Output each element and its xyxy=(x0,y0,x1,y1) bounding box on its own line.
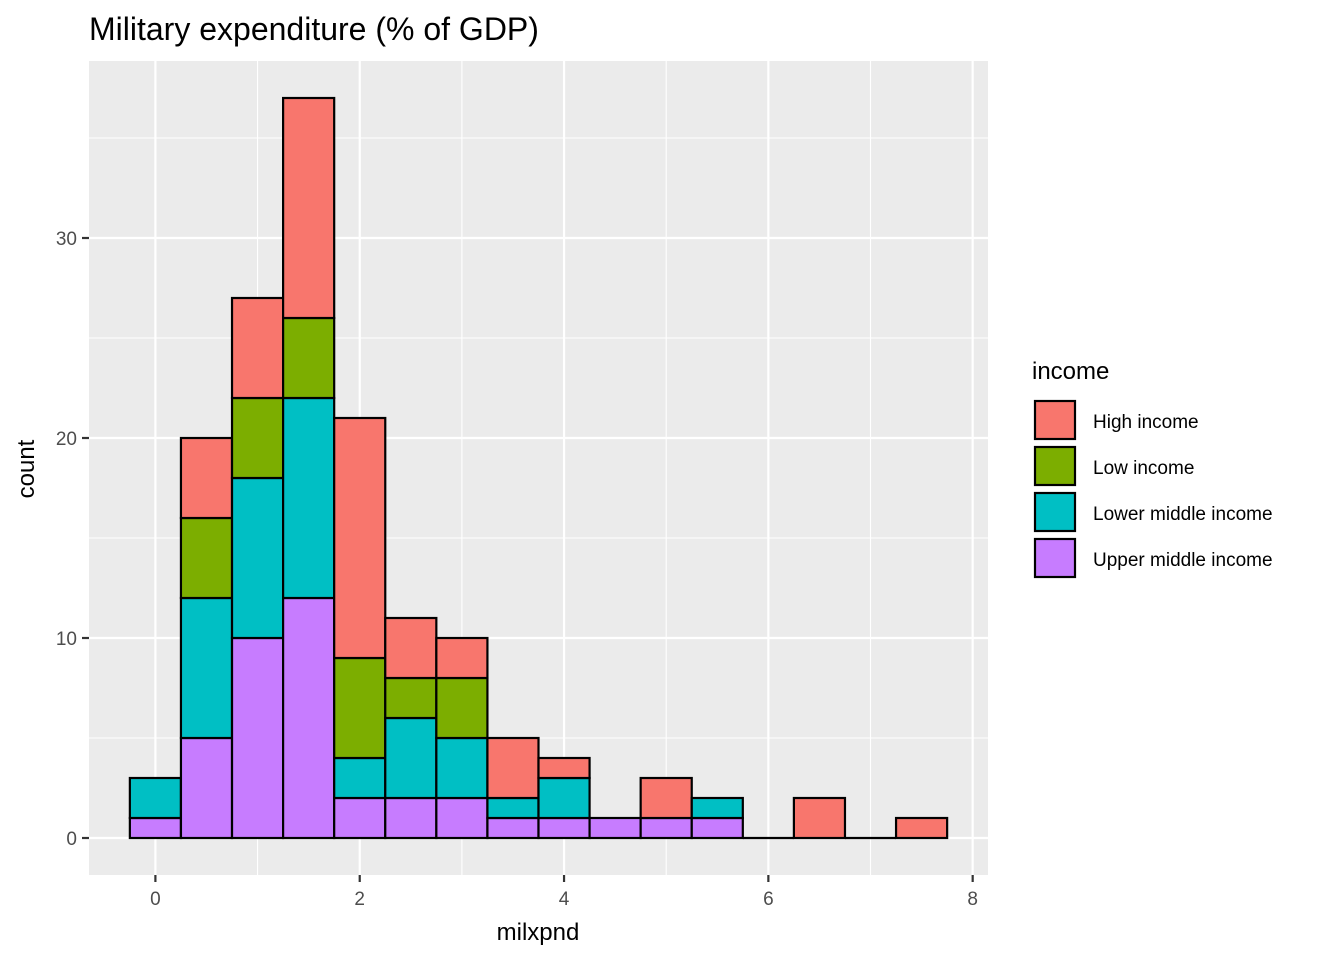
bar-low-income xyxy=(179,516,234,600)
bar-upper-middle-income xyxy=(435,796,489,840)
bar-low-income xyxy=(384,676,438,720)
bar-upper-middle-income xyxy=(333,796,387,840)
bar-lower-middle-income xyxy=(486,796,540,820)
bar-upper-middle-income xyxy=(588,816,642,840)
bar-upper-middle-income xyxy=(690,816,744,840)
bar-high-income xyxy=(894,816,949,840)
legend-label: High income xyxy=(1093,412,1199,433)
bar-high-income xyxy=(230,296,285,400)
legend-swatch xyxy=(1033,491,1077,533)
bar-lower-middle-income xyxy=(179,596,234,740)
y-tick-label: 0 xyxy=(66,829,77,850)
bar-high-income xyxy=(435,636,489,680)
x-tick-label: 2 xyxy=(354,889,365,910)
bar-lower-middle-income xyxy=(435,736,489,800)
bar-upper-middle-income xyxy=(639,816,693,840)
legend-label: Lower middle income xyxy=(1093,504,1273,525)
bar-high-income xyxy=(792,796,847,840)
legend-label: Upper middle income xyxy=(1093,550,1273,571)
bar-low-income xyxy=(282,316,336,400)
y-tick-label: 20 xyxy=(56,429,77,450)
bar-low-income xyxy=(333,656,387,760)
bar-low-income xyxy=(230,396,285,480)
bar-high-income xyxy=(282,96,336,320)
x-tick-label: 0 xyxy=(150,889,161,910)
bar-upper-middle-income xyxy=(230,636,285,840)
bar-lower-middle-income xyxy=(230,476,285,640)
bar-lower-middle-income xyxy=(128,776,183,820)
bar-high-income xyxy=(333,416,387,660)
bar-lower-middle-income xyxy=(384,716,438,800)
legend-swatch xyxy=(1033,537,1077,579)
legend-label: Low income xyxy=(1093,458,1194,479)
bar-low-income xyxy=(435,676,489,740)
legend-swatch xyxy=(1033,399,1077,441)
bar-lower-middle-income xyxy=(690,796,744,820)
bar-upper-middle-income xyxy=(282,596,336,840)
bar-lower-middle-income xyxy=(537,776,591,820)
bar-upper-middle-income xyxy=(179,736,234,840)
legend-swatch xyxy=(1033,445,1077,487)
y-axis-title: count xyxy=(13,439,40,498)
x-tick-label: 8 xyxy=(967,889,978,910)
bar-upper-middle-income xyxy=(537,816,591,840)
bars xyxy=(128,96,949,840)
y-tick-label: 30 xyxy=(56,229,77,250)
x-tick-label: 6 xyxy=(763,889,774,910)
legend: income High income Low income Lower middle… xyxy=(1032,358,1273,579)
bar-high-income xyxy=(537,756,591,780)
bar-upper-middle-income xyxy=(384,796,438,840)
axes: 0 2 4 6 8 0 10 20 30 xyxy=(56,229,978,910)
x-tick-label: 4 xyxy=(559,889,570,910)
bar-upper-middle-income xyxy=(486,816,540,840)
bar-high-income xyxy=(639,776,693,820)
chart-title: Military expenditure (% of GDP) xyxy=(89,11,539,47)
legend-title: income xyxy=(1032,358,1109,385)
bar-upper-middle-income xyxy=(128,816,183,840)
bar-high-income xyxy=(384,616,438,680)
y-tick-label: 10 xyxy=(56,629,77,650)
x-axis-title: milxpnd xyxy=(497,919,580,946)
bar-high-income xyxy=(486,736,540,800)
bar-lower-middle-income xyxy=(282,396,336,600)
bar-lower-middle-income xyxy=(333,756,387,800)
bar-high-income xyxy=(179,436,234,520)
